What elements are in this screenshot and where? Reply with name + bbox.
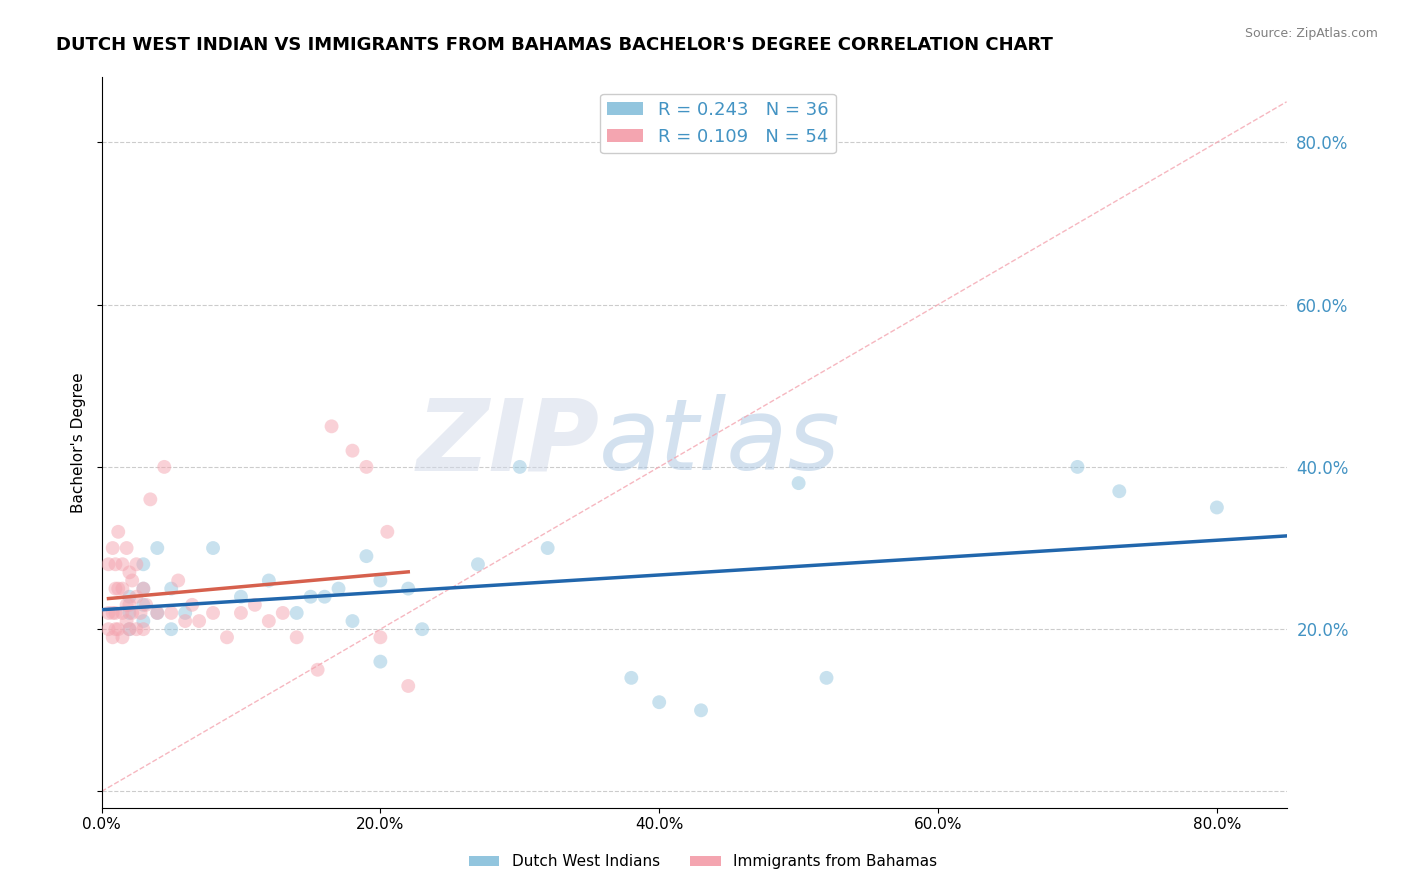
Point	[132, 558, 155, 572]
Point	[146, 606, 169, 620]
Point	[132, 614, 155, 628]
Point	[285, 630, 308, 644]
Point	[125, 558, 148, 572]
Point	[174, 614, 197, 628]
Point	[107, 524, 129, 539]
Point	[115, 614, 138, 628]
Point	[299, 590, 322, 604]
Point	[146, 606, 169, 620]
Legend: R = 0.243   N = 36, R = 0.109   N = 54: R = 0.243 N = 36, R = 0.109 N = 54	[600, 94, 835, 153]
Y-axis label: Bachelor's Degree: Bachelor's Degree	[72, 372, 86, 513]
Point	[1108, 484, 1130, 499]
Point	[314, 590, 336, 604]
Point	[111, 606, 134, 620]
Point	[202, 541, 225, 555]
Point	[104, 582, 127, 596]
Point	[342, 614, 364, 628]
Point	[104, 606, 127, 620]
Point	[97, 558, 120, 572]
Point	[620, 671, 643, 685]
Point	[132, 622, 155, 636]
Text: DUTCH WEST INDIAN VS IMMIGRANTS FROM BAHAMAS BACHELOR'S DEGREE CORRELATION CHART: DUTCH WEST INDIAN VS IMMIGRANTS FROM BAH…	[56, 36, 1053, 54]
Point	[370, 574, 392, 588]
Point	[174, 606, 197, 620]
Point	[104, 558, 127, 572]
Point	[321, 419, 343, 434]
Point	[121, 574, 143, 588]
Point	[396, 679, 419, 693]
Point	[118, 590, 141, 604]
Point	[167, 574, 190, 588]
Point	[118, 622, 141, 636]
Point	[107, 582, 129, 596]
Point	[411, 622, 433, 636]
Text: ZIP: ZIP	[416, 394, 599, 491]
Point	[160, 622, 183, 636]
Point	[111, 630, 134, 644]
Point	[97, 622, 120, 636]
Point	[396, 582, 419, 596]
Point	[118, 606, 141, 620]
Point	[648, 695, 671, 709]
Point	[111, 582, 134, 596]
Point	[257, 614, 280, 628]
Point	[160, 582, 183, 596]
Point	[188, 614, 211, 628]
Point	[202, 606, 225, 620]
Point	[375, 524, 398, 539]
Point	[342, 443, 364, 458]
Point	[97, 606, 120, 620]
Point	[107, 622, 129, 636]
Point	[160, 606, 183, 620]
Point	[356, 459, 378, 474]
Point	[229, 590, 252, 604]
Legend: Dutch West Indians, Immigrants from Bahamas: Dutch West Indians, Immigrants from Baha…	[463, 848, 943, 875]
Point	[125, 622, 148, 636]
Text: atlas: atlas	[599, 394, 841, 491]
Point	[146, 541, 169, 555]
Point	[509, 459, 531, 474]
Point	[690, 703, 713, 717]
Point	[356, 549, 378, 563]
Point	[328, 582, 350, 596]
Point	[285, 606, 308, 620]
Point	[370, 630, 392, 644]
Point	[101, 606, 124, 620]
Point	[1066, 459, 1088, 474]
Point	[467, 558, 489, 572]
Point	[101, 630, 124, 644]
Point	[243, 598, 266, 612]
Point	[115, 541, 138, 555]
Point	[129, 606, 152, 620]
Point	[153, 459, 176, 474]
Point	[118, 598, 141, 612]
Point	[271, 606, 294, 620]
Point	[132, 582, 155, 596]
Point	[132, 582, 155, 596]
Point	[125, 590, 148, 604]
Point	[118, 622, 141, 636]
Point	[115, 598, 138, 612]
Point	[118, 566, 141, 580]
Point	[181, 598, 204, 612]
Point	[229, 606, 252, 620]
Point	[815, 671, 838, 685]
Point	[101, 541, 124, 555]
Point	[132, 598, 155, 612]
Point	[787, 476, 810, 491]
Point	[135, 598, 157, 612]
Point	[1205, 500, 1227, 515]
Point	[104, 622, 127, 636]
Text: Source: ZipAtlas.com: Source: ZipAtlas.com	[1244, 27, 1378, 40]
Point	[257, 574, 280, 588]
Point	[215, 630, 238, 644]
Point	[121, 606, 143, 620]
Point	[307, 663, 329, 677]
Point	[139, 492, 162, 507]
Point	[370, 655, 392, 669]
Point	[111, 558, 134, 572]
Point	[537, 541, 560, 555]
